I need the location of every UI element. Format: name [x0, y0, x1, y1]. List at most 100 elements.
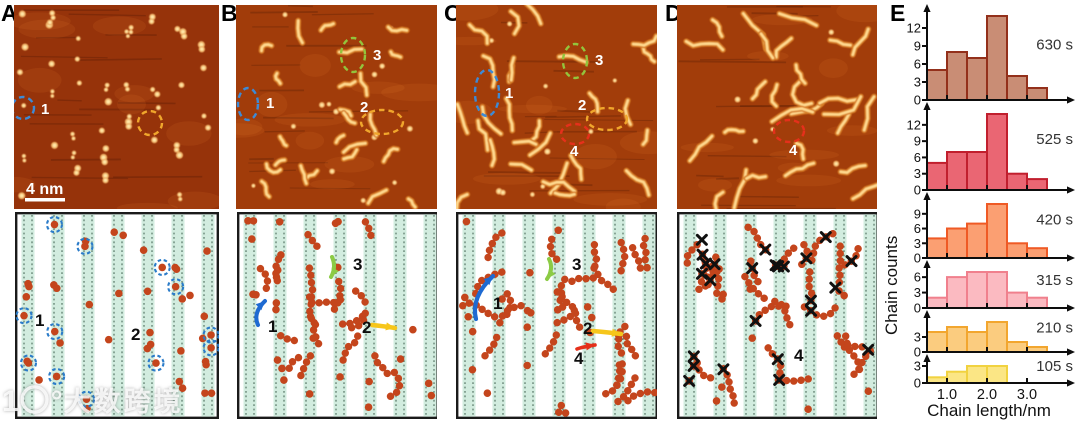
- hist-bar: [1026, 296, 1048, 310]
- molecule-chain: [539, 331, 560, 364]
- molecule-dot: [272, 299, 281, 307]
- stm-image-b: 1 3 2: [236, 5, 437, 209]
- molecule-dot: [119, 231, 127, 240]
- stripe: [863, 214, 877, 417]
- molecule-dot: [146, 340, 155, 349]
- annotation-ellipse: [339, 36, 367, 74]
- molecule-dot: [864, 387, 873, 396]
- annotation-label: 4: [570, 143, 579, 160]
- hist-bar: [986, 15, 1008, 101]
- molecule-chain: [383, 368, 404, 406]
- molecule-dot: [643, 263, 651, 272]
- molecule-dot: [336, 373, 344, 381]
- molecule-chain: [595, 361, 626, 399]
- stripe: [333, 214, 347, 417]
- defect-crosses: [683, 231, 875, 387]
- molecule-dot: [464, 312, 473, 321]
- y-tick-label: 6: [914, 57, 921, 72]
- annotation-label: 1: [493, 294, 502, 313]
- series-label: 105 s: [1036, 358, 1073, 375]
- molecule-chain: [501, 290, 515, 325]
- hist-bar: [966, 271, 988, 309]
- annotation-label: 2: [578, 97, 586, 114]
- molecule-features: [456, 5, 657, 209]
- molecule-dot: [178, 384, 187, 393]
- molecule-dot: [427, 391, 436, 400]
- hist-bar: [926, 331, 948, 353]
- stripe: [363, 214, 377, 417]
- molecule-dot: [523, 323, 532, 332]
- molecule-chain: [276, 332, 304, 348]
- arrowhead: [923, 102, 931, 110]
- stm-background: [236, 5, 437, 209]
- hist-bar: [1026, 178, 1048, 192]
- histogram-315s: 036 315 s: [914, 260, 1075, 316]
- molecule-dot: [468, 327, 477, 336]
- annotation-ellipse: [136, 109, 164, 137]
- panel-letter-e: E: [890, 0, 906, 26]
- arrowhead: [385, 322, 395, 331]
- molecule-dot: [748, 334, 757, 342]
- hist-bar: [926, 237, 948, 259]
- molecule-chain: [306, 312, 327, 353]
- molecule-dot: [20, 311, 28, 320]
- annotations: 12: [35, 311, 140, 344]
- molecule-dot: [207, 389, 216, 397]
- molecule-chain: [764, 295, 794, 329]
- y-tick-label: 3: [914, 75, 921, 90]
- panel-letter-a: A: [1, 0, 18, 26]
- molecule-chain: [780, 240, 804, 271]
- molecule-chain: [617, 232, 629, 275]
- molecule-dot: [249, 217, 258, 225]
- molecule-chain: [808, 226, 843, 264]
- x-tick-label: 2.0: [977, 387, 997, 403]
- hist-bar: [946, 151, 968, 191]
- annotation-label: 2: [131, 325, 140, 344]
- molecule-dot: [115, 289, 123, 298]
- molecule-dot: [365, 377, 373, 386]
- molecule-chain: [568, 274, 604, 285]
- molecule-dot: [177, 347, 185, 355]
- molecule-dot: [280, 376, 288, 384]
- molecule-dot: [526, 268, 534, 277]
- annotation-label: 4: [574, 349, 584, 368]
- annotation-label: 3: [572, 255, 581, 274]
- annotations: 4: [794, 346, 804, 365]
- scale-bar: [25, 198, 65, 202]
- annotation-ellipse: [561, 42, 589, 80]
- molecule-chain: [617, 388, 657, 407]
- molecule-dot: [201, 389, 209, 397]
- hist-bar: [966, 151, 988, 191]
- molecule-dot: [50, 220, 59, 229]
- highlight-circle: [19, 354, 38, 372]
- hist-bar: [1006, 291, 1028, 310]
- stripe: [273, 214, 287, 417]
- molecule-dot: [273, 356, 282, 364]
- stm-image-d: 4: [677, 5, 877, 209]
- histogram-630s: 0 3 6 9 12 630 s: [907, 4, 1075, 108]
- molecule-dot: [175, 377, 184, 386]
- molecule-chain: [833, 332, 872, 354]
- molecule-dot: [110, 228, 119, 237]
- molecule-dot: [146, 328, 154, 337]
- series-label: 630 s: [1036, 36, 1073, 53]
- molecule-chain: [470, 268, 506, 304]
- molecule-dot: [498, 295, 506, 303]
- molecule-dot: [719, 290, 727, 299]
- y-tick-label: 12: [907, 21, 921, 36]
- annotations: 1 3 2 4: [473, 42, 629, 160]
- stripe: [243, 214, 257, 417]
- molecule-dot: [305, 390, 314, 398]
- molecule-chain: [555, 401, 573, 417]
- molecule-dot: [248, 235, 256, 243]
- y-tick-label: 6: [914, 270, 921, 285]
- y-tick-label: 0: [914, 376, 921, 391]
- annotation-label: 1: [268, 317, 277, 336]
- hist-bar: [986, 271, 1008, 309]
- series-label: 525 s: [1036, 131, 1073, 148]
- annotation-ellipse: [772, 118, 806, 144]
- annotation-ellipse: [236, 86, 260, 122]
- molecule-chain: [476, 333, 501, 365]
- molecule-dot: [104, 335, 113, 344]
